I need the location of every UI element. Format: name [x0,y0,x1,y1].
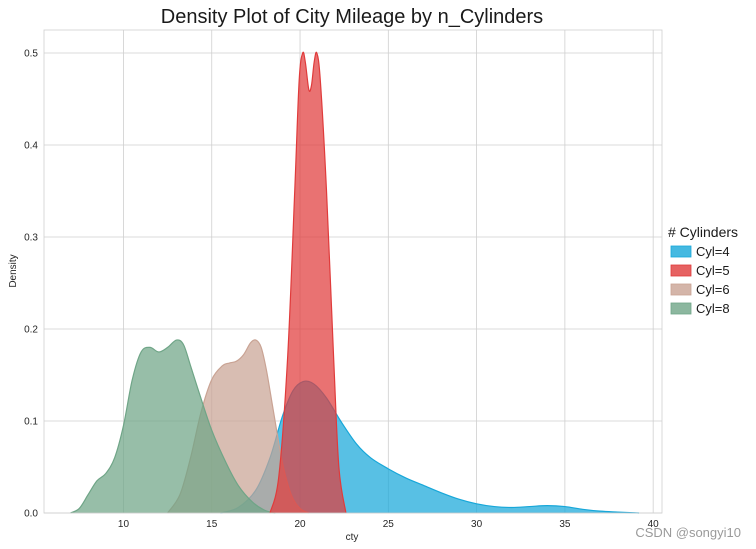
density-area-cyl-8 [70,339,276,513]
legend-label-cyl-8: Cyl=8 [696,301,730,316]
density-area-cyl-5 [270,52,346,514]
watermark: CSDN @songyi10 [635,525,741,540]
legend-swatch-cyl-5 [670,264,692,277]
legend-swatch-cyl-4 [670,245,692,258]
legend-title: # Cylinders [668,224,738,240]
legend: # Cylinders Cyl=4 Cyl=5 Cyl=6 Cyl=8 [668,224,738,316]
y-tick-label: 0.4 [24,141,38,152]
y-tick-label: 0.5 [24,49,38,60]
x-tick-label: 40 [648,519,660,530]
x-tick-label: 20 [294,519,306,530]
legend-label-cyl-5: Cyl=5 [696,263,730,278]
legend-label-cyl-6: Cyl=6 [696,282,730,297]
density-line-cyl-8 [70,339,276,514]
legend-swatch-cyl-8 [670,302,692,315]
x-tick-label: 35 [559,519,571,530]
y-tick-label: 0.2 [24,325,38,336]
y-axis-label: Density [8,254,19,287]
y-tick-label: 0.0 [24,509,38,520]
legend-label-cyl-4: Cyl=4 [696,244,730,259]
y-tick-label: 0.3 [24,233,38,244]
x-tick-label: 25 [383,519,395,530]
x-tick-label: 10 [118,519,130,530]
plot-frame [43,29,663,514]
x-tick-label: 15 [206,519,218,530]
density-line-cyl-5 [269,51,347,514]
chart-title: Density Plot of City Mileage by n_Cylind… [161,6,543,28]
x-tick-label: 30 [471,519,483,530]
y-tick-label: 0.1 [24,417,38,428]
x-axis-label: cty [346,532,359,543]
plot-area: 10 15 20 25 30 35 40 0.0 0.1 0.2 0.3 0.4 0.5 [24,29,663,530]
legend-swatch-cyl-6 [670,283,692,296]
